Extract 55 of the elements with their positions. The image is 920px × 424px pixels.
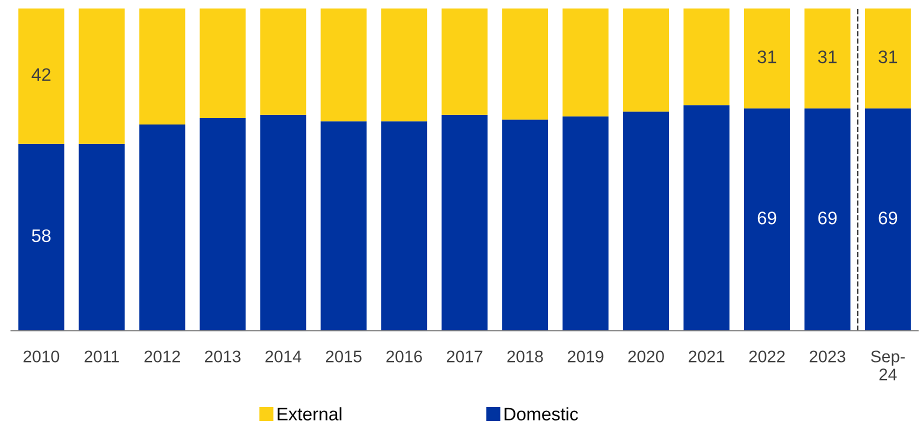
x-tick-label: Sep- 24	[871, 350, 905, 380]
bar	[684, 8, 730, 106]
bar	[684, 105, 730, 331]
x-tick-label: 2023	[810, 350, 846, 362]
x-tick-label: 2010	[24, 350, 60, 362]
x-tick-label: 2019	[568, 350, 604, 362]
bar	[442, 8, 488, 115]
bar	[381, 8, 428, 122]
data-label: 58	[32, 229, 51, 242]
bar	[744, 108, 790, 331]
x-tick-label: 2021	[688, 350, 724, 362]
data-label: 69	[878, 212, 898, 224]
x-tick-label: 2014	[265, 350, 302, 362]
bar	[200, 8, 246, 118]
bar	[623, 8, 670, 112]
bar	[502, 8, 548, 120]
legend-label: External	[278, 407, 342, 420]
x-tick-label: 2018	[507, 350, 543, 362]
bar	[320, 8, 367, 122]
bar	[804, 108, 850, 331]
x-tick-label: 2015	[326, 350, 362, 362]
x-tick-label: 2013	[205, 350, 241, 362]
data-label: 42	[32, 68, 50, 81]
bar	[139, 8, 186, 124]
bar	[139, 124, 186, 331]
bar	[18, 144, 64, 331]
legend-label: Domestic	[504, 407, 578, 420]
bar	[864, 108, 911, 331]
x-tick-label: 2022	[749, 350, 785, 362]
bar	[744, 8, 790, 108]
bar	[320, 121, 367, 331]
data-label: 31	[818, 50, 837, 64]
data-label: 69	[818, 212, 837, 224]
bar	[864, 8, 911, 108]
x-tick-label: 2016	[386, 350, 422, 362]
data-label: 31	[758, 50, 776, 64]
x-tick-label: 2011	[84, 350, 119, 362]
bar	[78, 8, 125, 144]
data-label: 31	[878, 50, 898, 64]
bar	[18, 8, 64, 144]
x-tick-label: 2012	[144, 350, 180, 362]
x-tick-label: 2017	[446, 350, 482, 362]
bar	[78, 144, 125, 331]
bar	[381, 121, 428, 331]
bar	[260, 8, 306, 115]
bar	[623, 112, 670, 331]
bar	[562, 116, 609, 331]
bar	[260, 114, 306, 331]
bar	[562, 8, 609, 116]
bar	[442, 114, 488, 331]
data-label: 69	[758, 212, 776, 224]
bar	[804, 8, 850, 108]
x-tick-label: 2020	[628, 350, 664, 362]
bar	[200, 118, 246, 331]
bar	[502, 120, 548, 331]
